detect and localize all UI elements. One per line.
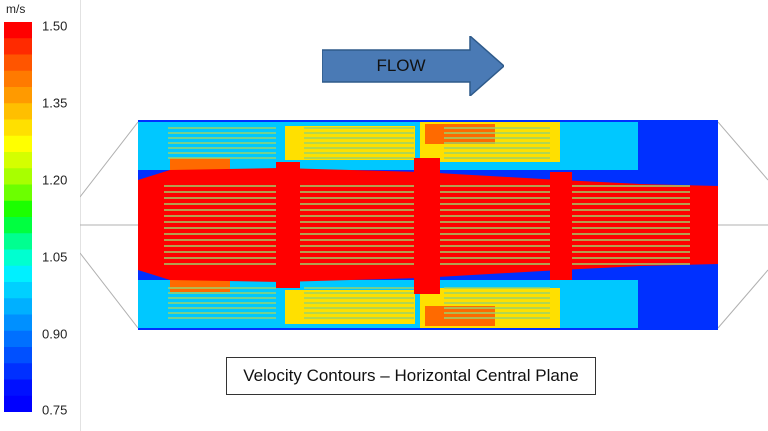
figure-caption: Velocity Contours – Horizontal Central P…: [226, 357, 596, 395]
colorbar-band: [4, 282, 32, 299]
legend-tick-4: 1.05: [42, 249, 68, 265]
colorbar-band: [4, 22, 32, 39]
colorbar-band: [4, 38, 32, 55]
warm-flow-zones: [285, 122, 560, 328]
colorbar-band: [4, 152, 32, 169]
colorbar-band: [4, 330, 32, 348]
colorbar-band: [4, 184, 32, 202]
outlet-outline-top: [717, 121, 768, 181]
flow-label: FLOW: [376, 56, 426, 75]
colorbar-band: [4, 168, 32, 185]
colorbar-band: [4, 395, 32, 412]
fin-lines: [164, 127, 690, 319]
colorbar-band: [4, 347, 32, 364]
baffle-columns: [276, 158, 572, 294]
colorbar-band: [4, 233, 32, 250]
hot-flow-zones: [170, 124, 495, 326]
colorbar-band: [4, 135, 32, 153]
legend-tick-3: 1.20: [42, 172, 68, 188]
colorbar-band: [4, 54, 32, 72]
colorbar-band: [4, 379, 32, 397]
colorbar-band: [4, 103, 32, 120]
velocity-contour-plot: [80, 120, 768, 330]
colorbar-band: [4, 200, 32, 218]
outlet-outline-bottom: [717, 269, 768, 329]
colorbar-band: [4, 314, 32, 332]
flow-arrow-icon: [322, 36, 504, 96]
colorbar: [4, 22, 32, 412]
legend-tick-6: 0.75: [42, 402, 68, 418]
legend-panel: m/s 1.50 1.35 1.20 1.05 0.90 0.75: [0, 0, 81, 431]
inlet-outline-top: [80, 121, 139, 198]
colorbar-band: [4, 119, 32, 137]
legend-unit: m/s: [6, 2, 26, 16]
colorbar-band: [4, 249, 32, 267]
colorbar-band: [4, 70, 32, 88]
colorbar-band: [4, 87, 32, 104]
inlet-outline-bottom: [80, 252, 139, 329]
legend-tick-5: 0.90: [42, 326, 68, 342]
colorbar-band: [4, 298, 32, 315]
legend-tick-1: 1.50: [42, 18, 68, 34]
colorbar-band: [4, 217, 32, 234]
colorbar-band: [4, 265, 32, 283]
colorbar-band: [4, 363, 32, 380]
legend-tick-2: 1.35: [42, 95, 68, 111]
